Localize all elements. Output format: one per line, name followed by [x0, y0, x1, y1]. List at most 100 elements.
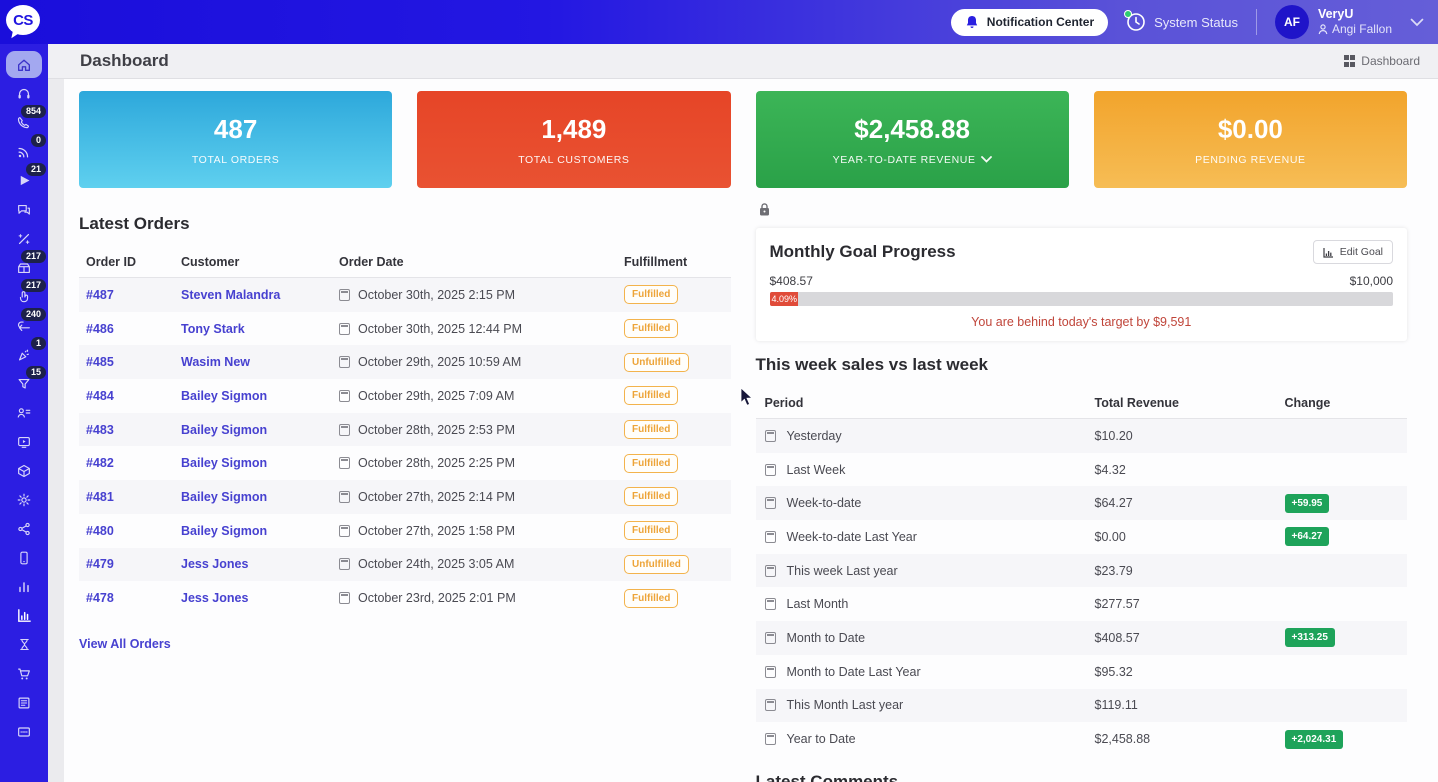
- order-row: #480 Bailey Sigmon October 27th, 2025 1:…: [79, 514, 731, 548]
- clock-icon: [1127, 13, 1145, 31]
- stat-card-pending-revenue[interactable]: $0.00 PENDING REVENUE: [1093, 91, 1407, 188]
- bar-chart-icon: [19, 581, 29, 592]
- period-label: Year to Date: [786, 732, 856, 747]
- chevron-down-icon[interactable]: [980, 156, 992, 163]
- stat-card-total-orders[interactable]: 487 TOTAL ORDERS: [79, 91, 393, 188]
- play-badge: 21: [25, 163, 46, 176]
- customer-link[interactable]: Steven Malandra: [181, 287, 281, 302]
- customer-link[interactable]: Wasim New: [181, 355, 251, 370]
- orders-badge: 217: [20, 250, 46, 263]
- order-id-link[interactable]: #483: [86, 422, 114, 437]
- calendar-icon: [764, 631, 776, 644]
- fulfillment-badge: Unfulfilled: [624, 554, 689, 574]
- order-id-link[interactable]: #485: [86, 355, 114, 370]
- goal-progress-bar: 4.09%: [769, 292, 1393, 306]
- sales-row: Yesterday $10.20: [755, 419, 1407, 453]
- order-id-link[interactable]: #484: [86, 388, 114, 403]
- edit-goal-button[interactable]: Edit Goal: [1312, 240, 1393, 264]
- sidebar-item-funnel[interactable]: 15: [0, 366, 48, 398]
- sidebar-item-docs[interactable]: [0, 688, 48, 717]
- order-id-link[interactable]: #480: [86, 523, 114, 538]
- sidebar-item-reports[interactable]: [0, 601, 48, 630]
- customer-link[interactable]: Bailey Sigmon: [181, 523, 268, 538]
- user-menu[interactable]: AF VeryU Angi Fallon: [1274, 5, 1392, 39]
- calendar-icon: [339, 356, 350, 369]
- order-id-link[interactable]: #479: [86, 557, 114, 572]
- order-id-link[interactable]: #486: [86, 321, 114, 336]
- system-status-button[interactable]: System Status: [1124, 10, 1238, 32]
- goal-progress-fill: 4.09%: [769, 292, 798, 306]
- stat-card-ytd-revenue[interactable]: $2,458.88 YEAR-TO-DATE REVENUE: [755, 91, 1069, 188]
- sidebar-item-orders[interactable]: 217: [0, 250, 48, 282]
- sales-row: This Month Last year $119.11: [755, 688, 1407, 723]
- navbar-divider: [1255, 9, 1257, 35]
- sidebar-item-chat[interactable]: [0, 195, 48, 224]
- calendar-icon: [764, 733, 776, 746]
- revenue-value: $0.00: [1094, 529, 1126, 544]
- period-label: Month to Date: [786, 630, 866, 645]
- sidebar-item-videos[interactable]: [0, 427, 48, 456]
- order-date: October 30th, 2025 12:44 PM: [358, 321, 522, 336]
- edit-goal-label: Edit Goal: [1339, 246, 1383, 258]
- order-date: October 30th, 2025 2:15 PM: [358, 287, 516, 302]
- order-id-link[interactable]: #482: [86, 456, 114, 471]
- document-icon: [18, 697, 30, 708]
- order-date: October 29th, 2025 7:09 AM: [358, 388, 515, 403]
- latest-orders-title: Latest Orders: [79, 214, 190, 233]
- sidebar-item-products[interactable]: [0, 456, 48, 485]
- chevron-down-icon[interactable]: [1410, 18, 1424, 27]
- sidebar-item-mobile[interactable]: [0, 543, 48, 572]
- sidebar-item-mail[interactable]: [0, 717, 48, 746]
- customer-link[interactable]: Bailey Sigmon: [181, 422, 268, 437]
- breadcrumb[interactable]: Dashboard: [1343, 54, 1420, 68]
- change-badge: +64.27: [1284, 527, 1330, 547]
- revenue-value: $277.57: [1094, 597, 1140, 612]
- view-all-orders-link[interactable]: View All Orders: [79, 636, 171, 651]
- sales-row: Last Month $277.57: [756, 587, 1408, 621]
- customer-link[interactable]: Bailey Sigmon: [181, 456, 268, 471]
- customer-link[interactable]: Jess Jones: [181, 591, 249, 606]
- sidebar-item-support[interactable]: [0, 79, 48, 108]
- sales-row: Month to Date $408.57 +313.25: [755, 621, 1407, 655]
- active-item-highlight: [6, 51, 42, 78]
- sidebar-item-automation[interactable]: [0, 224, 48, 253]
- sidebar-item-returns[interactable]: 240: [0, 308, 48, 340]
- sidebar-item-history[interactable]: [0, 630, 48, 659]
- notification-center-button[interactable]: Notification Center: [950, 8, 1109, 36]
- order-row: #487 Steven Malandra October 30th, 2025 …: [79, 278, 731, 312]
- sidebar-item-promotions[interactable]: 1: [0, 337, 48, 369]
- customer-link[interactable]: Tony Stark: [181, 321, 245, 336]
- customer-link[interactable]: Bailey Sigmon: [181, 489, 268, 504]
- order-date: October 27th, 2025 2:14 PM: [358, 489, 516, 504]
- sidebar-item-cart[interactable]: [0, 659, 48, 688]
- calendar-icon: [764, 497, 776, 510]
- sidebar-item-engagement[interactable]: 217: [0, 279, 48, 311]
- sidebar-item-analytics[interactable]: [0, 572, 48, 601]
- customer-link[interactable]: Jess Jones: [181, 557, 249, 572]
- card-icon: [18, 726, 30, 737]
- order-id-link[interactable]: #478: [86, 591, 114, 606]
- sidebar-item-calls[interactable]: 854: [0, 105, 48, 137]
- order-id-link[interactable]: #487: [86, 287, 114, 302]
- order-id-link[interactable]: #481: [86, 489, 114, 504]
- period-label: Last Month: [786, 597, 849, 612]
- engagement-badge: 217: [20, 279, 46, 292]
- app-logo[interactable]: CS: [6, 5, 42, 40]
- sales-row: Month to Date Last Year $95.32: [756, 655, 1408, 689]
- calendar-icon: [339, 423, 350, 436]
- fulfillment-badge: Fulfilled: [624, 487, 679, 507]
- sidebar-item-settings[interactable]: [0, 485, 48, 514]
- home-icon: [18, 59, 30, 71]
- promotions-badge: 1: [30, 337, 46, 350]
- sidebar-nav: 854 0 21: [0, 44, 48, 782]
- histogram-icon: [17, 609, 31, 622]
- sidebar-item-broadcast[interactable]: 0: [0, 134, 48, 166]
- customer-link[interactable]: Bailey Sigmon: [181, 388, 268, 403]
- sidebar-item-home[interactable]: [0, 50, 48, 79]
- sidebar-item-contacts[interactable]: [0, 398, 48, 427]
- sidebar-item-integrations[interactable]: [0, 514, 48, 543]
- stat-card-total-customers[interactable]: 1,489 TOTAL CUSTOMERS: [417, 91, 731, 188]
- sidebar-item-campaigns[interactable]: 21: [0, 163, 48, 195]
- period-label: Week-to-date: [786, 496, 862, 511]
- fulfillment-badge: Fulfilled: [624, 420, 679, 440]
